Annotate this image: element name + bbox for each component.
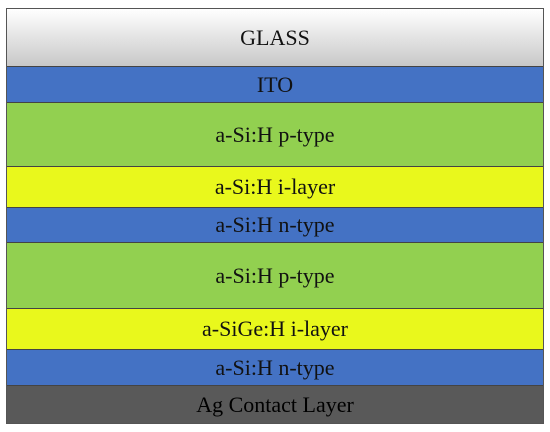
layer: a-Si:H p-type [7,243,543,309]
layer: GLASS [7,9,543,67]
layer: a-Si:H n-type [7,350,543,386]
layer: ITO [7,67,543,103]
layer-stack: GLASS ITO a-Si:H p-type a-Si:H i-layer a… [6,8,544,424]
layer: Ag Contact Layer [7,386,543,423]
layer: a-Si:H n-type [7,208,543,243]
layer: a-Si:H i-layer [7,167,543,208]
layer: a-SiGe:H i-layer [7,309,543,350]
layer: a-Si:H p-type [7,103,543,167]
